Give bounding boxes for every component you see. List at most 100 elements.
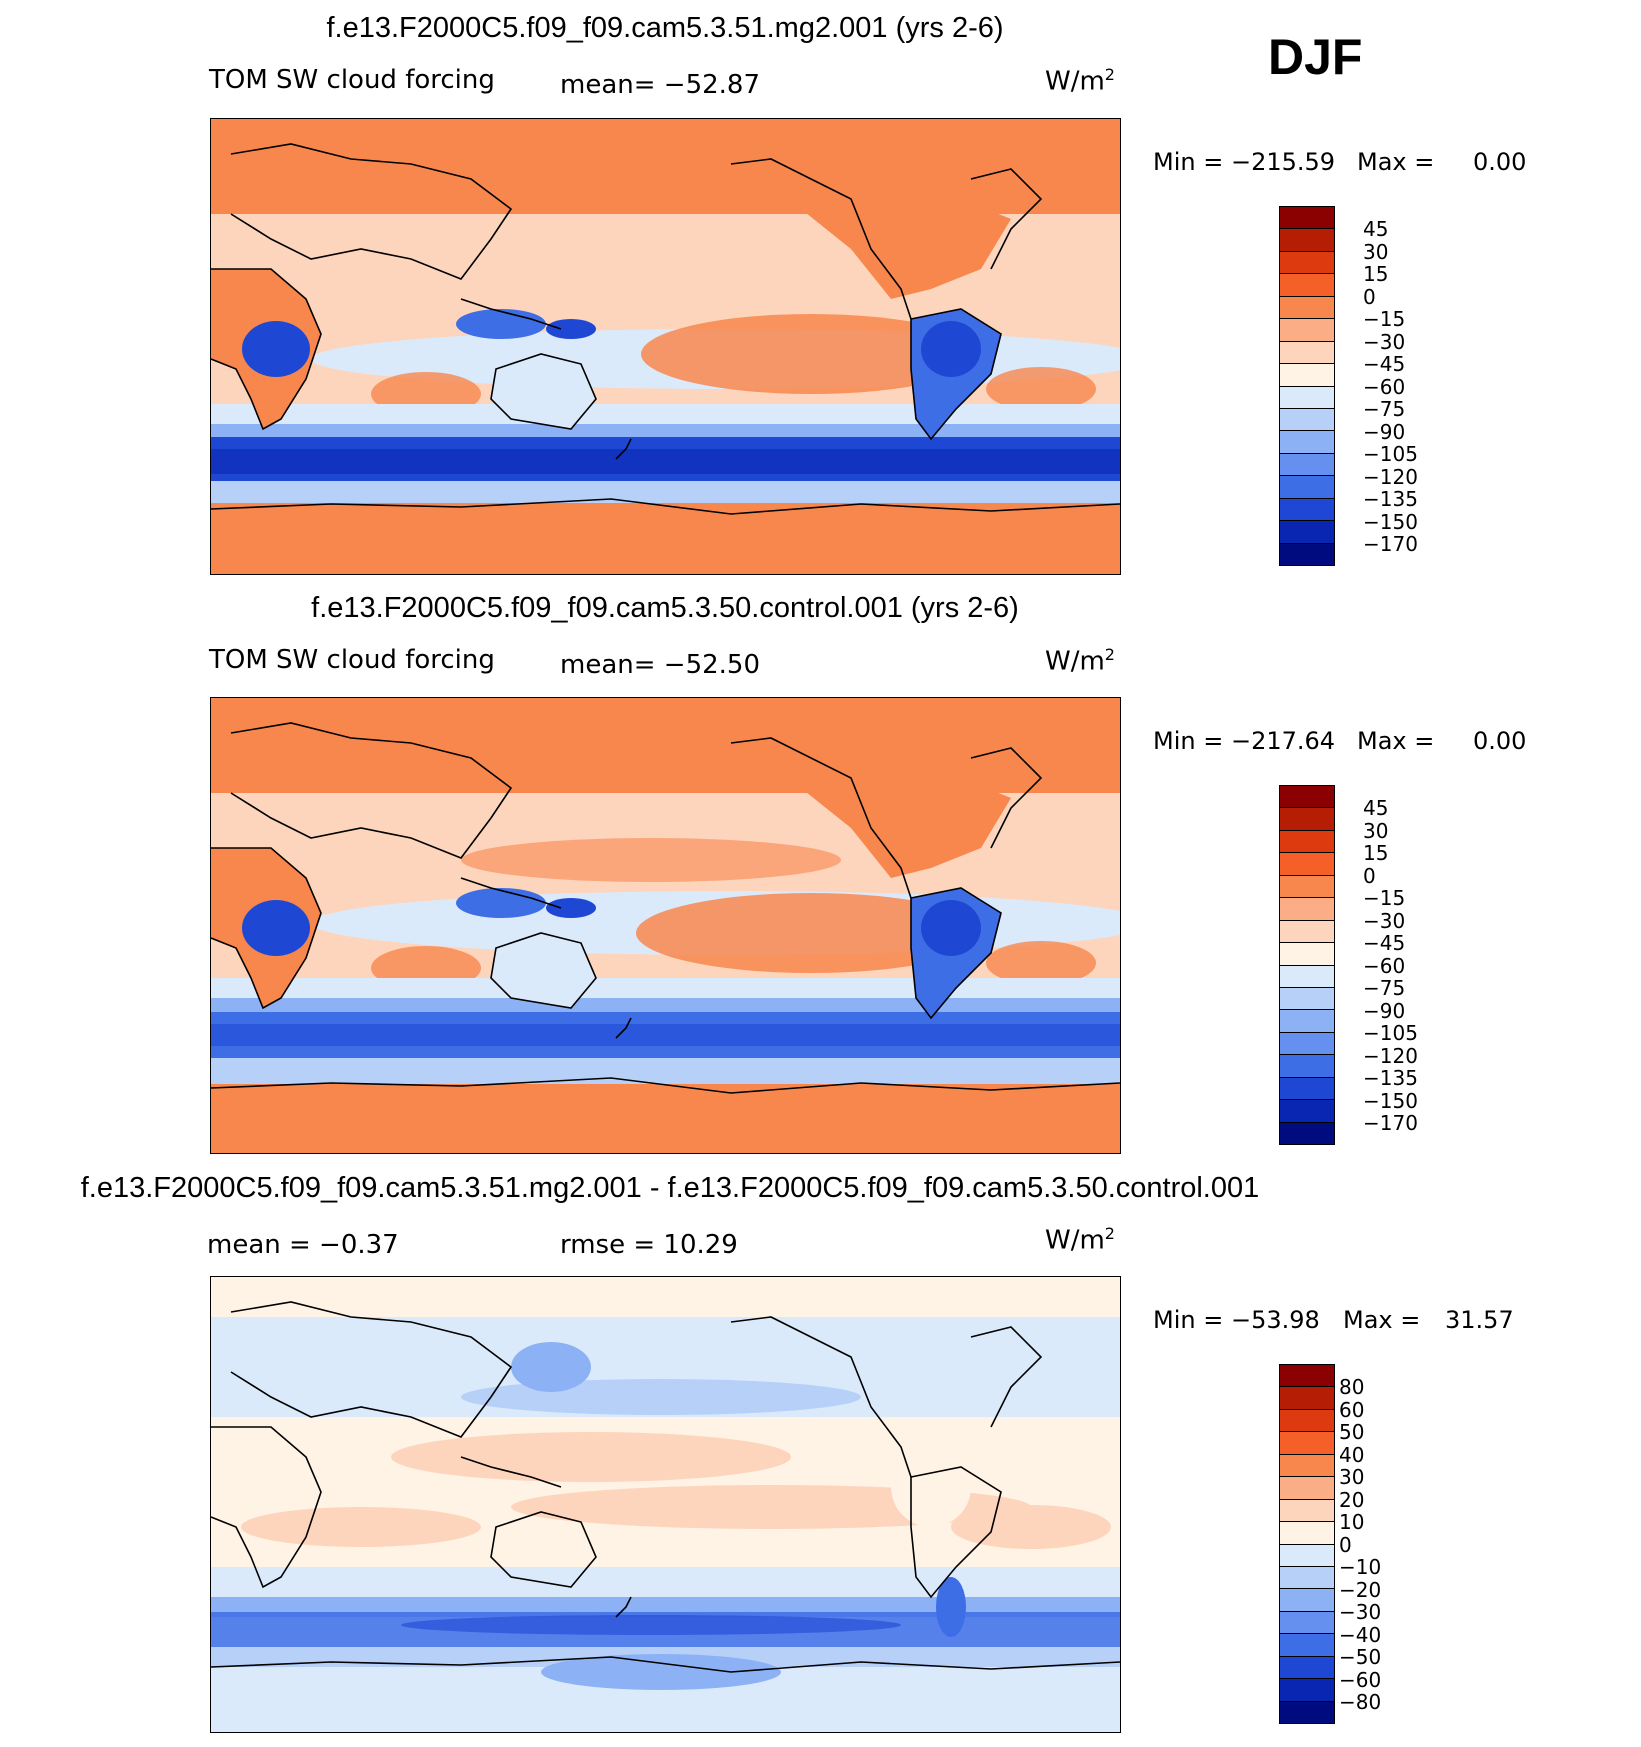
colorbar-segment: [1280, 1522, 1334, 1545]
panel-2-max-value: 0.00: [1473, 727, 1527, 755]
colorbar-tick-label: −150: [1363, 509, 1418, 534]
colorbar-tick-label: 0: [1339, 1532, 1352, 1557]
colorbar-segment: [1280, 1611, 1334, 1635]
colorbar-segment: [1280, 1656, 1334, 1680]
panel-2-min-label: Min = −217.64: [1153, 727, 1336, 755]
panel-1-units: W/m2: [1045, 65, 1115, 97]
colorbar-segment: [1280, 386, 1334, 409]
colorbar-tick-label: −90: [1363, 419, 1406, 444]
colorbar-segment: [1280, 521, 1334, 544]
colorbar-segment: [1280, 786, 1334, 809]
colorbar-tick-label: −10: [1339, 1555, 1382, 1579]
panel-2-colorbar-ticks: 45 30 15 0 −15 −30 −45 −60 −75 −90 −105 −120 −135 −15…: [1363, 798, 1418, 1136]
colorbar-tick-label: 15: [1363, 262, 1389, 286]
panel-3-max-label: Max =: [1343, 1306, 1421, 1334]
panel-1-min-label: Min = −215.59: [1153, 148, 1336, 176]
colorbar-segment: [1280, 853, 1334, 876]
panel-1-max-value: 0.00: [1473, 148, 1527, 176]
colorbar-tick-label: 60: [1339, 1397, 1365, 1422]
colorbar-segment: [1280, 1566, 1334, 1590]
colorbar-segment: [1280, 1055, 1334, 1078]
colorbar-tick-label: 50: [1339, 1420, 1365, 1444]
colorbar-tick-label: −15: [1363, 886, 1406, 910]
panel-1-max-label: Max =: [1357, 148, 1435, 176]
colorbar-tick-label: 30: [1339, 1465, 1365, 1489]
colorbar-segment: [1280, 341, 1334, 365]
colorbar-segment: [1280, 251, 1334, 275]
panel-2-map: [210, 697, 1121, 1154]
colorbar-segment: [1280, 1032, 1334, 1056]
colorbar-tick-label: −50: [1339, 1645, 1382, 1669]
panel-2-mean-label: mean= −52.50: [560, 650, 761, 680]
colorbar-segment: [1280, 543, 1334, 565]
colorbar-tick-label: 30: [1363, 239, 1389, 264]
colorbar-segment: [1280, 431, 1334, 454]
colorbar-segment: [1280, 1365, 1334, 1388]
colorbar-segment: [1280, 1409, 1334, 1433]
colorbar-tick-label: −75: [1363, 976, 1406, 1000]
colorbar-segment: [1280, 943, 1334, 966]
colorbar-segment: [1280, 1679, 1334, 1702]
colorbar-tick-label: −170: [1363, 1111, 1418, 1135]
colorbar-tick-label: −170: [1363, 532, 1418, 556]
colorbar-segment: [1280, 453, 1334, 477]
colorbar-segment: [1280, 296, 1334, 320]
colorbar-segment: [1280, 1589, 1334, 1612]
colorbar-tick-label: 0: [1363, 863, 1376, 888]
panel-3-map: [210, 1276, 1121, 1733]
panel-2-colorbar: [1279, 785, 1335, 1145]
colorbar-segment: [1280, 274, 1334, 297]
panel-3-colorbar: [1279, 1364, 1335, 1724]
colorbar-tick-label: −45: [1363, 931, 1406, 955]
colorbar-segment: [1280, 1499, 1334, 1523]
colorbar-tick-label: 0: [1363, 284, 1376, 309]
panel-2-max-label: Max =: [1357, 727, 1435, 755]
panel-3-units: W/m2: [1045, 1224, 1115, 1256]
colorbar-tick-label: 80: [1339, 1375, 1365, 1399]
colorbar-tick-label: 45: [1363, 217, 1389, 241]
colorbar-tick-label: −30: [1339, 1600, 1382, 1624]
colorbar-tick-label: −150: [1363, 1088, 1418, 1113]
colorbar-segment: [1280, 830, 1334, 854]
colorbar-tick-label: −60: [1363, 953, 1406, 978]
panel-2-title: f.e13.F2000C5.f09_f09.cam5.3.50.control.…: [311, 592, 1019, 624]
panel-3-mean-label: mean = −0.37: [207, 1230, 399, 1260]
colorbar-tick-label: −60: [1363, 374, 1406, 399]
colorbar-segment: [1280, 229, 1334, 252]
colorbar-segment: [1280, 1010, 1334, 1033]
colorbar-tick-label: −40: [1339, 1622, 1382, 1647]
panel-1-title: f.e13.F2000C5.f09_f09.cam5.3.51.mg2.001 …: [326, 12, 1004, 44]
colorbar-segment: [1280, 875, 1334, 899]
colorbar-tick-label: 30: [1363, 818, 1389, 843]
panel-1-map: [210, 118, 1121, 575]
panel-1-variable-label: TOM SW cloud forcing: [209, 65, 495, 95]
panel-2-units: W/m2: [1045, 645, 1115, 677]
colorbar-tick-label: −45: [1363, 352, 1406, 376]
colorbar-tick-label: −20: [1339, 1577, 1382, 1602]
colorbar-segment: [1280, 1387, 1334, 1410]
colorbar-tick-label: −105: [1363, 442, 1418, 466]
colorbar-segment: [1280, 1634, 1334, 1657]
panel-3-title: f.e13.F2000C5.f09_f09.cam5.3.51.mg2.001 …: [80, 1172, 1260, 1204]
panel-1-mean-label: mean= −52.87: [560, 70, 761, 100]
colorbar-segment: [1280, 920, 1334, 944]
colorbar-segment: [1280, 1454, 1334, 1478]
colorbar-tick-label: 45: [1363, 796, 1389, 820]
colorbar-segment: [1280, 1432, 1334, 1455]
colorbar-tick-label: −75: [1363, 397, 1406, 421]
colorbar-segment: [1280, 987, 1334, 1011]
colorbar-tick-label: −30: [1363, 908, 1406, 933]
panel-3-max-value: 31.57: [1445, 1306, 1514, 1334]
colorbar-segment: [1280, 408, 1334, 432]
colorbar-segment: [1280, 808, 1334, 831]
colorbar-tick-label: −135: [1363, 1066, 1418, 1090]
colorbar-segment: [1280, 965, 1334, 988]
colorbar-segment: [1280, 1100, 1334, 1123]
colorbar-segment: [1280, 207, 1334, 230]
colorbar-segment: [1280, 1544, 1334, 1567]
colorbar-tick-label: 10: [1339, 1510, 1365, 1534]
colorbar-tick-label: −120: [1363, 1043, 1418, 1068]
colorbar-segment: [1280, 1077, 1334, 1101]
colorbar-tick-label: −135: [1363, 487, 1418, 511]
panel-3-min-label: Min = −53.98: [1153, 1306, 1320, 1334]
